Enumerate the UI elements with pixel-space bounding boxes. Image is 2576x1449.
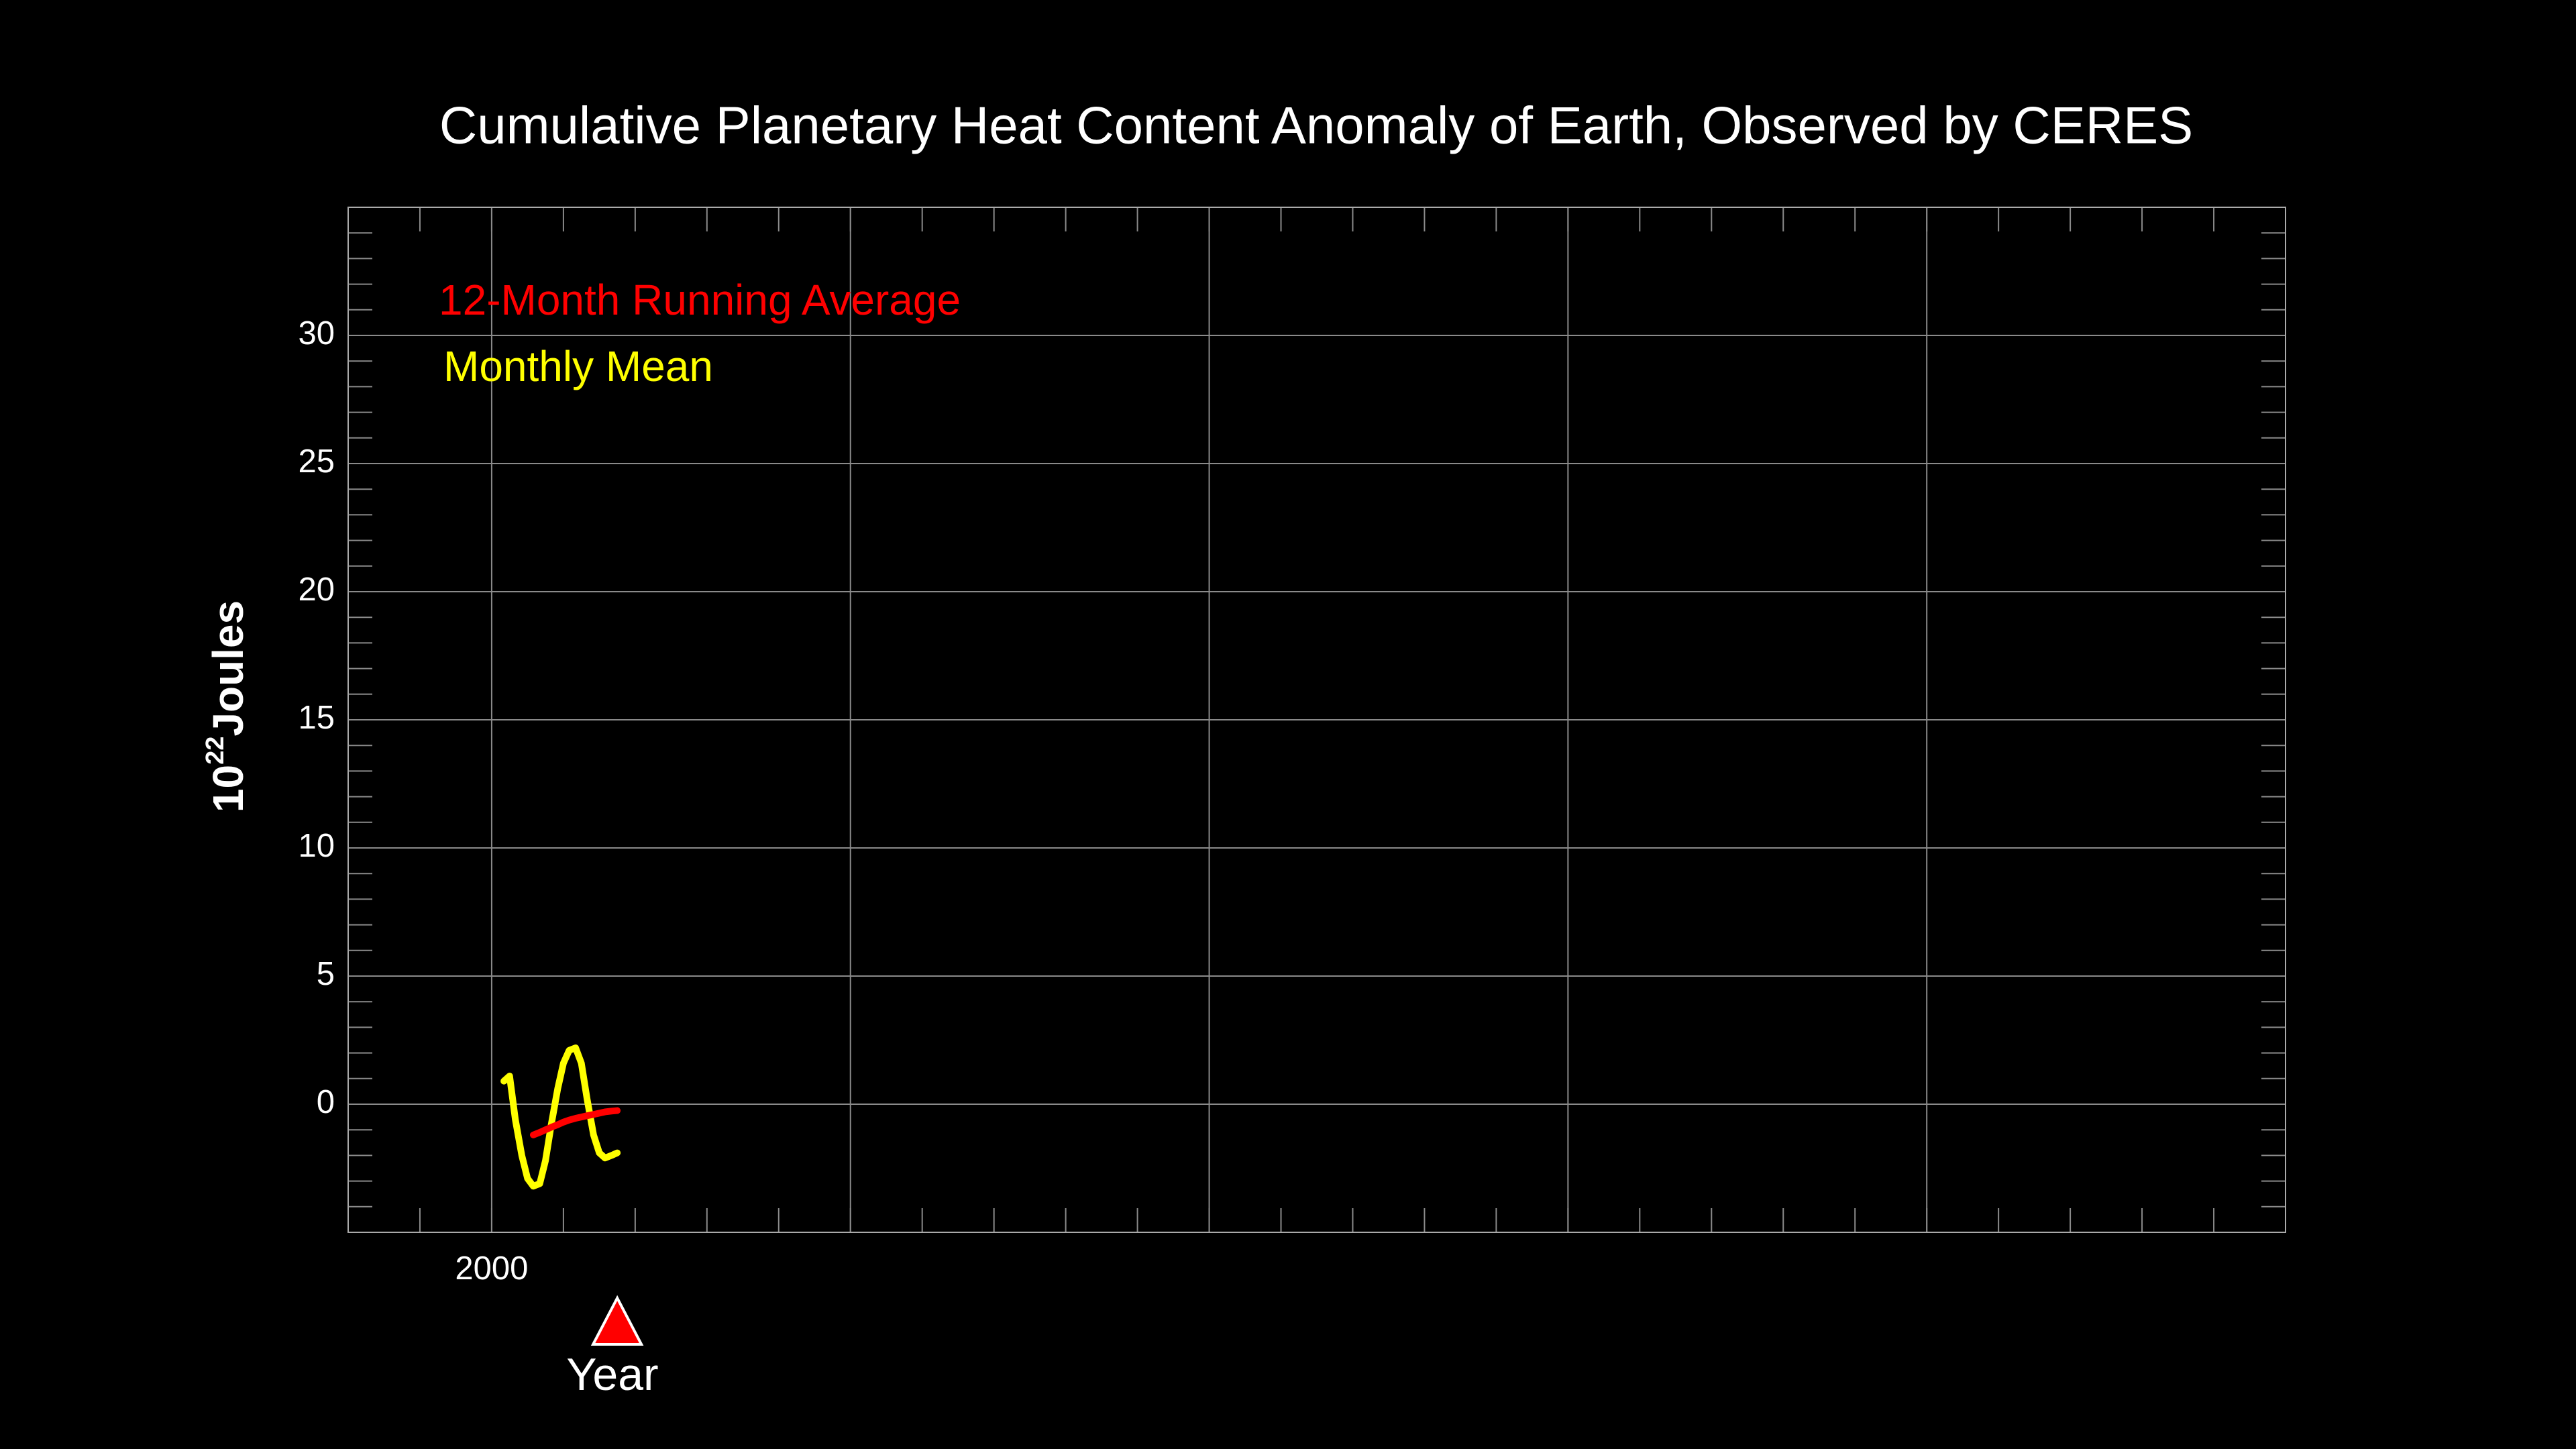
y-label-unit: Joules <box>204 600 252 737</box>
y-tick-label: 0 <box>317 1084 335 1120</box>
y-tick-label: 25 <box>298 443 335 480</box>
plot-frame <box>347 207 2286 1233</box>
legend-entry: 12-Month Running Average <box>439 276 961 324</box>
y-tick-label: 10 <box>298 828 335 864</box>
legend-entry: Monthly Mean <box>443 342 713 390</box>
series-line <box>500 1044 621 1190</box>
y-tick-label: 20 <box>298 572 335 608</box>
y-axis-label: 1022Joules <box>201 600 252 812</box>
series-line <box>529 1107 621 1138</box>
y-label-base: 10 <box>204 765 252 812</box>
y-label-exponent: 22 <box>201 737 229 765</box>
y-tick-label: 15 <box>298 700 335 736</box>
chart-title: Cumulative Planetary Heat Content Anomal… <box>439 96 2193 155</box>
y-tick-label: 5 <box>317 956 335 992</box>
x-axis-label: Year <box>566 1349 658 1400</box>
current-marker <box>590 1295 644 1346</box>
x-tick-label: 2000 <box>455 1250 528 1287</box>
y-tick-label: 30 <box>298 315 335 352</box>
